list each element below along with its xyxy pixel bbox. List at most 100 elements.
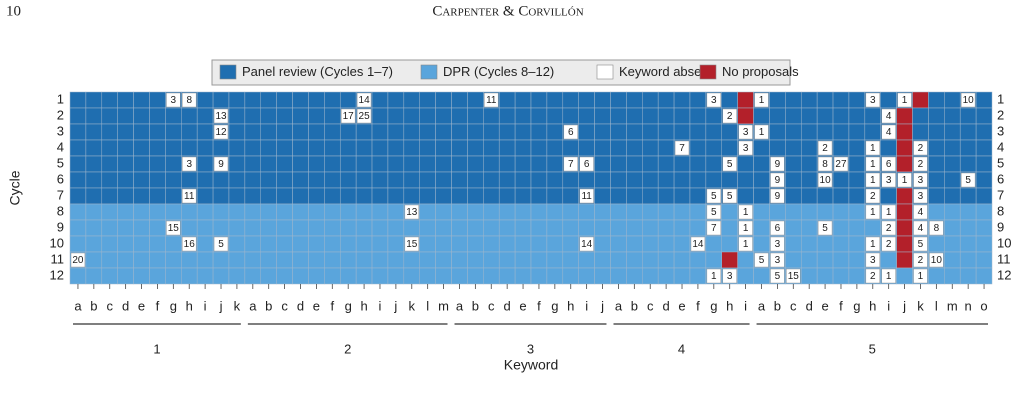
- cell-value: 3: [918, 175, 924, 186]
- y-tick-label: 1: [57, 91, 64, 106]
- cell: [196, 235, 214, 253]
- cell: [530, 107, 548, 125]
- cell: [149, 91, 166, 109]
- cell: [324, 107, 341, 125]
- cell: [69, 139, 87, 157]
- cell: [721, 235, 738, 253]
- cell: [355, 235, 373, 253]
- cell: [419, 187, 436, 205]
- cell: [944, 91, 961, 109]
- cell: [737, 251, 754, 269]
- cell: [228, 251, 246, 269]
- absent-cell: [213, 124, 229, 140]
- x-tick-label: f: [156, 298, 160, 313]
- cell: [753, 107, 770, 125]
- cell-value: 6: [886, 159, 892, 170]
- cell: [546, 235, 564, 253]
- cell: [848, 251, 866, 269]
- legend-swatch: [420, 64, 438, 80]
- cell: [467, 123, 484, 141]
- cell: [769, 139, 786, 157]
- cell-value: 6: [584, 159, 590, 170]
- cell: [228, 203, 246, 221]
- cell: [657, 219, 675, 237]
- cell: [196, 171, 214, 189]
- cell: [832, 267, 850, 285]
- cell: [896, 267, 913, 285]
- cell: [689, 267, 707, 285]
- cell: [276, 91, 293, 109]
- cell: [626, 187, 643, 205]
- cell: [387, 251, 405, 269]
- cell: [133, 187, 150, 205]
- cell: [276, 107, 293, 125]
- cell: [387, 155, 405, 173]
- cell: [292, 155, 309, 173]
- cell: [276, 123, 293, 141]
- cell: [339, 219, 357, 237]
- cell: [816, 267, 834, 285]
- absent-cell: [70, 252, 86, 268]
- cell: [594, 219, 611, 237]
- cell: [308, 219, 325, 237]
- cell: [387, 107, 405, 125]
- cell: [626, 251, 643, 269]
- cell: [165, 155, 182, 173]
- legend-box: [211, 59, 791, 86]
- cell: [403, 251, 420, 269]
- cell: [355, 171, 373, 189]
- cell: [705, 235, 723, 253]
- cell-value: 14: [359, 95, 371, 106]
- cell: [626, 219, 643, 237]
- x-tick-label: d: [663, 298, 670, 313]
- cell: [196, 251, 214, 269]
- cell: [498, 171, 516, 189]
- cell: [594, 123, 611, 141]
- x-tick-label: b: [472, 298, 479, 313]
- cell: [514, 267, 532, 285]
- cell: [689, 187, 707, 205]
- cell: [467, 267, 484, 285]
- x-tick-label: g: [170, 298, 177, 313]
- cell: [276, 267, 293, 285]
- legend-swatch: [596, 64, 614, 80]
- cell: [546, 219, 564, 237]
- cell: [769, 91, 786, 109]
- cell: [689, 123, 707, 141]
- cell: [530, 203, 548, 221]
- cell: [848, 91, 866, 109]
- cell-value: 3: [743, 127, 749, 138]
- cell: [689, 155, 707, 173]
- cell: [959, 139, 977, 157]
- cell: [657, 107, 675, 125]
- cell: [117, 187, 134, 205]
- cell: [928, 123, 945, 141]
- cell: [419, 139, 436, 157]
- cell: [308, 91, 325, 109]
- cell: [642, 251, 659, 269]
- absent-cell: [913, 252, 928, 268]
- x-tick-label: h: [869, 298, 876, 313]
- cell: [721, 91, 738, 109]
- absent-cell: [865, 252, 880, 268]
- x-tick-label: c: [647, 298, 654, 313]
- absent-cell: [356, 92, 372, 108]
- no-proposal-cell: [896, 235, 913, 253]
- absent-cell: [166, 220, 181, 236]
- cell: [673, 251, 691, 269]
- cell: [101, 203, 118, 221]
- cell: [467, 235, 484, 253]
- cell: [800, 267, 818, 285]
- cell: [800, 139, 818, 157]
- cell: [498, 139, 516, 157]
- cell: [467, 219, 484, 237]
- cell: [498, 251, 516, 269]
- cell: [133, 251, 150, 269]
- cell: [594, 107, 611, 125]
- cell-value: 1: [870, 207, 876, 218]
- cell: [339, 203, 357, 221]
- absent-cell: [754, 252, 769, 268]
- absent-cell: [706, 204, 722, 220]
- cell: [594, 139, 611, 157]
